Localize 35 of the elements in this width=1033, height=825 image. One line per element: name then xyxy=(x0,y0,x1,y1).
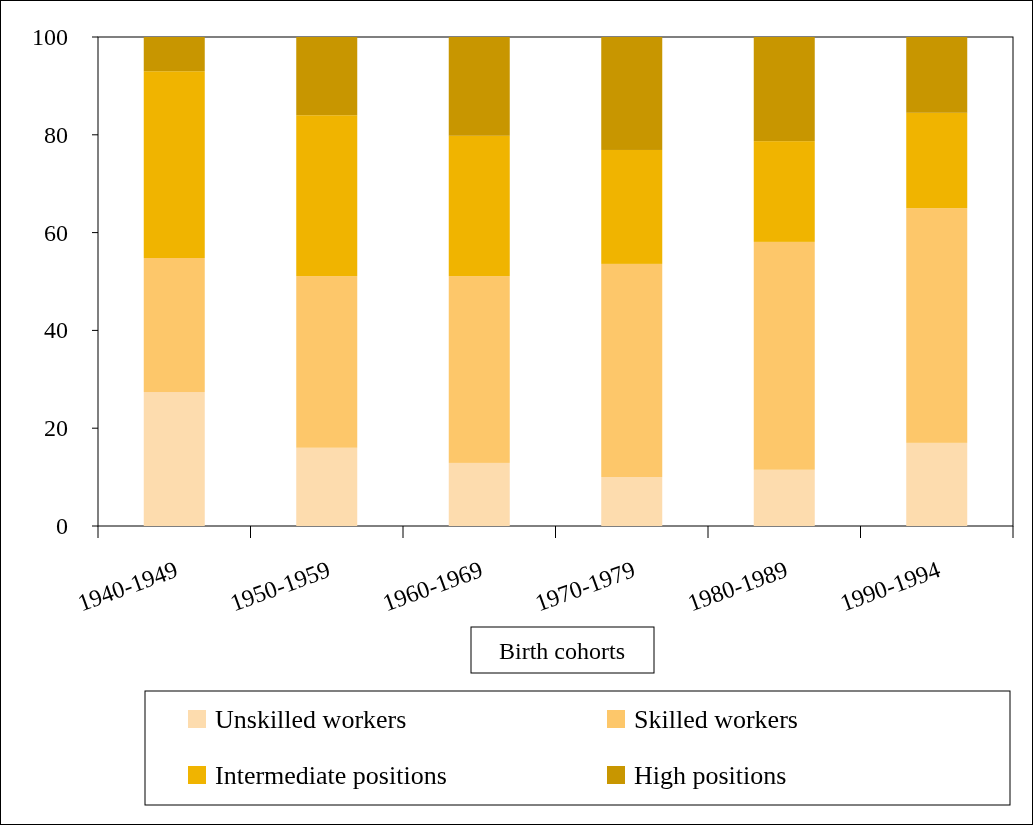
bar xyxy=(601,263,663,478)
bar xyxy=(448,276,510,463)
bar xyxy=(143,37,205,72)
bar xyxy=(601,477,663,526)
y-tick-label: 60 xyxy=(44,219,68,246)
bar xyxy=(906,112,968,209)
bar xyxy=(296,447,358,526)
bar xyxy=(448,135,510,277)
bar xyxy=(448,462,510,526)
bar xyxy=(906,208,968,443)
legend-label: Intermediate positions xyxy=(215,760,447,790)
legend-label: High positions xyxy=(634,760,787,790)
bar xyxy=(601,37,663,150)
bar xyxy=(143,258,205,393)
bar xyxy=(296,276,358,448)
bar xyxy=(143,71,205,259)
bar xyxy=(296,115,358,277)
bar xyxy=(143,392,205,526)
legend-label: Unskilled workers xyxy=(215,704,407,734)
bar xyxy=(448,37,510,136)
x-axis-title: Birth cohorts xyxy=(499,638,625,664)
bar xyxy=(906,37,968,113)
bar xyxy=(601,149,663,264)
bar xyxy=(296,37,358,116)
legend-label: Skilled workers xyxy=(634,704,798,734)
bar xyxy=(753,241,815,470)
y-tick-label: 20 xyxy=(44,415,68,442)
bar xyxy=(753,141,815,242)
y-tick-label: 80 xyxy=(44,121,68,148)
y-tick-label: 40 xyxy=(44,317,68,344)
bar xyxy=(753,469,815,526)
y-tick-label: 100 xyxy=(32,24,68,50)
bar xyxy=(753,37,815,142)
y-tick-label: 0 xyxy=(56,513,68,539)
bar xyxy=(906,442,968,526)
